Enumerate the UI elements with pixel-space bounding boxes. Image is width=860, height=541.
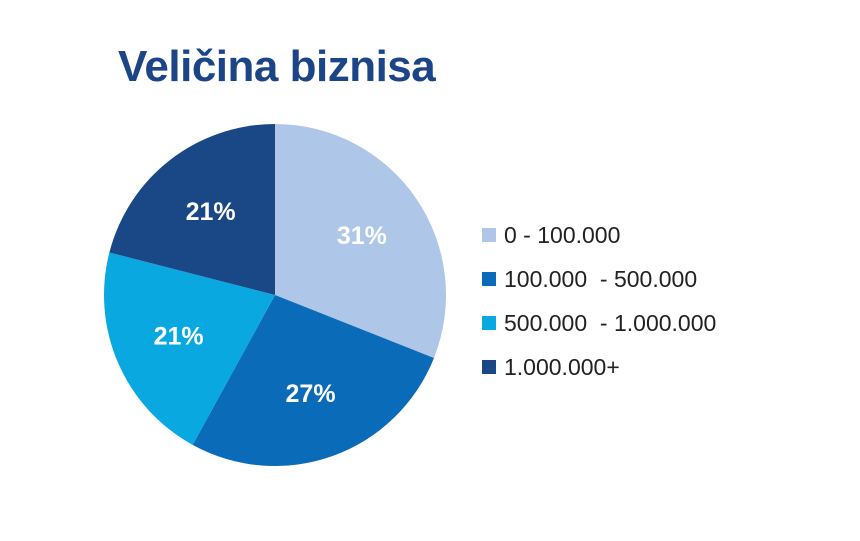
legend-item-500000-1000000: 500.000 - 1.000.000 bbox=[482, 301, 716, 345]
slice-value-label: 21% bbox=[154, 323, 204, 351]
legend-item-100000-500000: 100.000 - 500.000 bbox=[482, 257, 716, 301]
pie-slice bbox=[104, 252, 276, 445]
pie-slices bbox=[104, 124, 446, 466]
chart-title: Veličina biznisa bbox=[118, 42, 436, 91]
pie-labels: 31% 27% 21% 21% bbox=[154, 198, 387, 408]
legend-label: 100.000 - 500.000 bbox=[504, 265, 698, 292]
pie-slice bbox=[192, 295, 434, 466]
legend-label: 500.000 - 1.000.000 bbox=[504, 309, 717, 336]
pie-slice bbox=[275, 124, 446, 358]
slice-value-label: 21% bbox=[186, 198, 236, 226]
legend-item-0-100000: 0 - 100.000 bbox=[482, 213, 716, 257]
slice-value-label: 31% bbox=[337, 222, 387, 250]
legend-label: 1.000.000+ bbox=[504, 353, 620, 380]
pie-slice bbox=[109, 124, 275, 295]
legend-swatch bbox=[482, 360, 496, 374]
legend-swatch bbox=[482, 228, 496, 242]
slice-value-label: 27% bbox=[286, 380, 336, 408]
legend-item-1000000-plus: 1.000.000+ bbox=[482, 345, 716, 389]
legend-swatch bbox=[482, 316, 496, 330]
legend: 0 - 100.000 100.000 - 500.000 500.000 - … bbox=[482, 213, 716, 389]
legend-label: 0 - 100.000 bbox=[504, 221, 621, 248]
legend-swatch bbox=[482, 272, 496, 286]
